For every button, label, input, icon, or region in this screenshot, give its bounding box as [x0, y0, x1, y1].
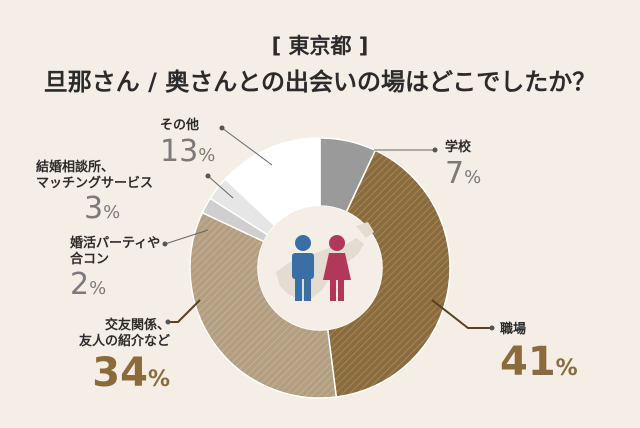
slice-hatching: [190, 150, 451, 399]
label-party-name-2: 合コン: [70, 251, 110, 267]
leader-party: [164, 229, 209, 245]
label-party-value: 2%: [70, 267, 107, 303]
label-friends-name-2: 友人の紹介など: [78, 333, 170, 349]
woman-icon: [323, 235, 351, 301]
label-other-value: 13%: [160, 133, 216, 169]
leader-other: [221, 127, 273, 166]
leader-workplace-dot: [489, 325, 495, 331]
leader-other-dot: [219, 125, 225, 131]
label-other-name: その他: [160, 118, 200, 133]
label-agency-value: 3%: [84, 191, 121, 227]
label-school-value: 7%: [445, 155, 482, 191]
man-icon: [292, 235, 314, 301]
label-agency: 結婚相談所、 マッチングサービス 3%: [36, 160, 153, 227]
leader-agency: [207, 175, 234, 199]
label-workplace-name: 職場: [500, 322, 527, 337]
leader-friends-dot: [165, 319, 171, 325]
leader-school-dot: [432, 147, 438, 153]
label-other: その他 13%: [160, 118, 215, 170]
chart-subtitle: [ 東京都 ]: [271, 34, 369, 58]
slice-friends-hatch: [190, 212, 337, 399]
label-friends-value: 34%: [92, 350, 170, 397]
label-school: 学校 7%: [445, 140, 481, 192]
leader-party-dot: [162, 241, 168, 247]
label-party-name-1: 婚活パーティや: [70, 236, 161, 251]
label-workplace: 職場 41%: [500, 322, 578, 386]
slice-workplace-hatch: [327, 150, 451, 397]
chart-title: 旦那さん / 奥さんとの出会いの場はどこでしたか？: [43, 68, 597, 96]
leader-agency-dot: [205, 173, 211, 179]
label-party: 婚活パーティや 合コン 2%: [70, 236, 160, 303]
label-agency-name-2: マッチングサービス: [36, 175, 154, 191]
leader-lines: [162, 125, 495, 331]
label-school-name: 学校: [445, 140, 472, 155]
leader-friends: [168, 299, 201, 323]
leader-workplace: [431, 299, 492, 329]
label-agency-name-1: 結婚相談所、: [36, 160, 115, 175]
label-friends-name-1: 交友関係、: [104, 318, 170, 333]
label-workplace-value: 41%: [500, 338, 578, 385]
label-friends: 交友関係、 友人の紹介など 34%: [40, 318, 170, 397]
